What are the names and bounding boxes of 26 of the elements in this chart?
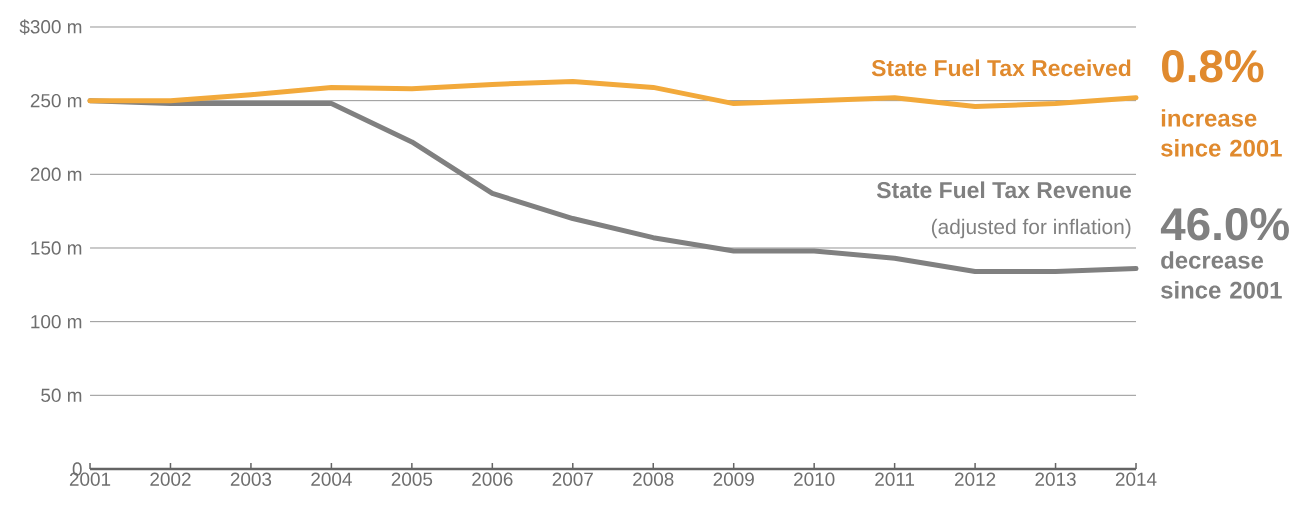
text: increase since 2001 [1161, 109, 1282, 157]
x-tick-label: 2005 [391, 472, 433, 486]
x-tick-label: 2003 [230, 472, 272, 486]
x-tick-label: 2012 [954, 472, 996, 486]
x-tick-label: 2002 [150, 472, 191, 486]
y-tick-label: 200 m [30, 167, 82, 182]
series-label: State Fuel Tax Received [871, 59, 1131, 77]
x-tick-label: 2014 [1115, 472, 1157, 486]
x-tick-label: 2004 [311, 472, 352, 486]
text: decrease since 2001 [1161, 251, 1282, 299]
y-tick-label: $300 m [19, 19, 82, 35]
text: 46.0% [1160, 207, 1289, 241]
x-tick-label: 2010 [794, 472, 835, 486]
x-tick-label: 2006 [472, 472, 513, 486]
y-tick-label: 50 m [41, 388, 82, 403]
x-tick-label: 2009 [713, 472, 754, 486]
text: State Fuel Tax Revenue [876, 181, 1132, 199]
x-tick-label: 2011 [875, 472, 915, 486]
x-tick-label: 2013 [1035, 472, 1076, 486]
annotation: (adjusted for inflation) [931, 218, 1131, 239]
x-tick-label: 2007 [552, 472, 593, 486]
y-tick-label: 100 m [31, 314, 82, 329]
x-tick-label: 2008 [633, 472, 674, 486]
y-tick-label: 250 m [30, 93, 82, 108]
text: 0.8% [1162, 49, 1264, 83]
y-tick-label: 150 m [31, 241, 82, 255]
